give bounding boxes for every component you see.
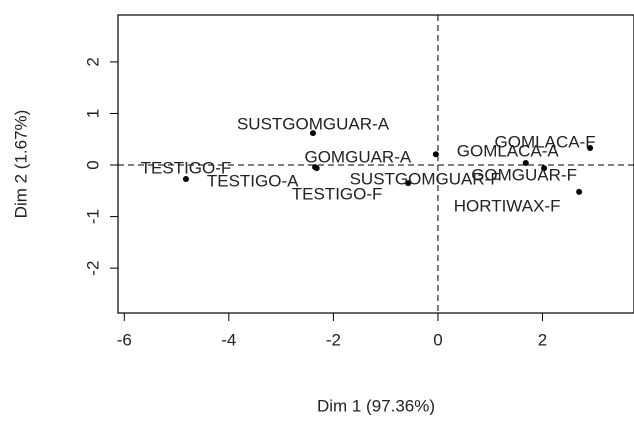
x-tick-label: -4 (221, 330, 236, 349)
point-label: TESTIGO-A (207, 172, 299, 191)
point (310, 130, 317, 137)
x-tick-label: -6 (117, 330, 132, 349)
x-tick-label: -2 (326, 330, 341, 349)
x-axis-label: Dim 1 (97.36%) (317, 396, 435, 415)
point-label: HORTIWAX-F (454, 196, 561, 215)
y-axis-label: Dim 2 (1.67%) (11, 110, 30, 219)
point (576, 188, 583, 195)
point-label: GOMGUAR-A (304, 148, 411, 167)
point (541, 165, 548, 172)
point (405, 180, 412, 187)
point-label: GOMLACA-A (457, 141, 560, 160)
x-tick-label: 0 (433, 330, 442, 349)
point (182, 175, 189, 182)
y-tick-label: 2 (83, 57, 102, 66)
point (312, 164, 319, 171)
point (432, 151, 439, 158)
y-tick-label: 1 (83, 109, 102, 118)
point (522, 159, 529, 166)
point-label: SUSTGOMGUAR-A (237, 115, 390, 134)
point-label: TESTIGO-F (292, 185, 383, 204)
point-label: TESTIGO-F (141, 158, 232, 177)
point-label: SUSTGOMGUAR-F (350, 170, 501, 189)
point-label: GOMGUAR-F (471, 166, 577, 185)
x-tick-label: 2 (538, 330, 547, 349)
y-tick-label: -1 (83, 209, 102, 224)
y-tick-label: -2 (83, 261, 102, 276)
point-label: GOMLACA-F (495, 133, 596, 152)
plot-frame (117, 14, 634, 314)
point (587, 145, 594, 152)
y-tick-label: 0 (83, 160, 102, 169)
